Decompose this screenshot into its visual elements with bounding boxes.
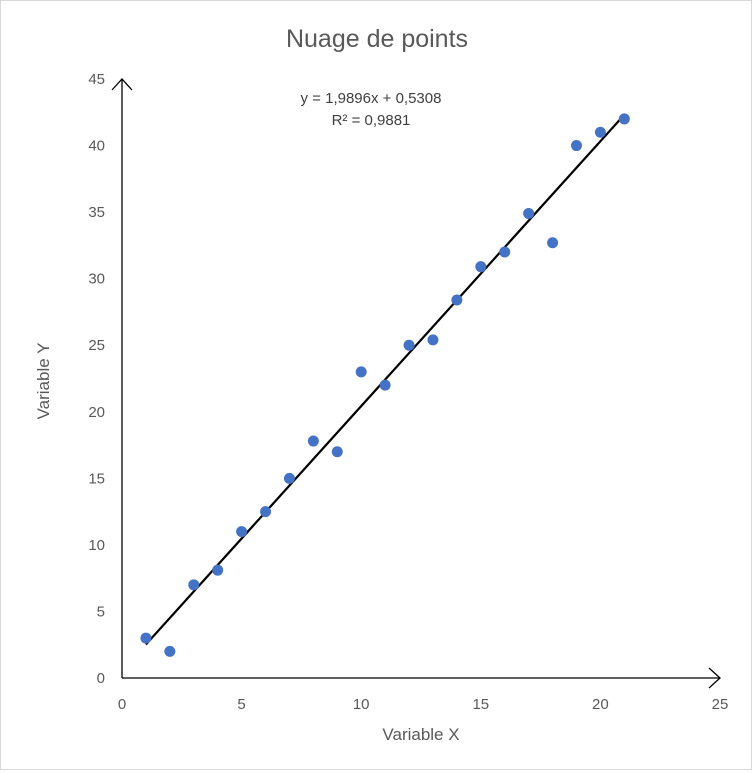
data-point [618,113,630,125]
data-point [451,294,463,306]
data-point [164,645,176,657]
data-point [307,435,319,447]
x-axis-title: Variable X [382,725,459,744]
axes [111,78,721,689]
x-tick-label: 10 [353,696,370,713]
x-tick-label: 15 [472,696,489,713]
y-tick-labels: 0 5 10 15 20 25 30 35 40 45 [88,71,105,687]
x-tick-labels: 0 5 10 15 20 25 [118,696,729,713]
y-tick-label: 30 [88,271,105,288]
y-axis-arrow [111,78,133,91]
data-point [140,632,152,644]
trendline-r2: R² = 0,9881 [332,112,411,129]
y-tick-label: 20 [88,404,105,421]
x-tick-label: 0 [118,696,126,713]
y-tick-label: 35 [88,204,105,221]
y-axis-title: Variable Y [34,343,53,420]
data-point [475,261,487,273]
data-point [212,564,224,576]
data-point [283,472,295,484]
x-axis-arrow [708,667,721,689]
y-tick-label: 0 [97,670,105,687]
data-point [499,246,511,258]
trendline [145,114,626,646]
data-points [140,113,630,657]
trendline-equation: y = 1,9896x + 0,5308 [301,90,442,107]
data-point [570,140,582,152]
data-point [260,506,272,518]
data-point [355,366,367,378]
data-point [236,526,248,538]
data-point [427,334,439,346]
trendline-group [145,114,626,646]
x-tick-label: 25 [712,696,729,713]
x-tick-label: 5 [237,696,245,713]
data-point [403,339,415,351]
y-tick-label: 10 [88,537,105,554]
data-point [547,237,559,249]
y-tick-label: 45 [88,71,105,88]
y-tick-label: 15 [88,470,105,487]
y-tick-label: 25 [88,337,105,354]
y-tick-label: 5 [97,603,105,620]
data-point [594,126,606,138]
data-point [379,379,391,391]
data-point [331,446,343,458]
x-tick-label: 20 [592,696,609,713]
y-tick-label: 40 [88,138,105,155]
data-point [188,579,200,591]
data-point [523,207,535,219]
chart-title: Nuage de points [286,25,468,53]
